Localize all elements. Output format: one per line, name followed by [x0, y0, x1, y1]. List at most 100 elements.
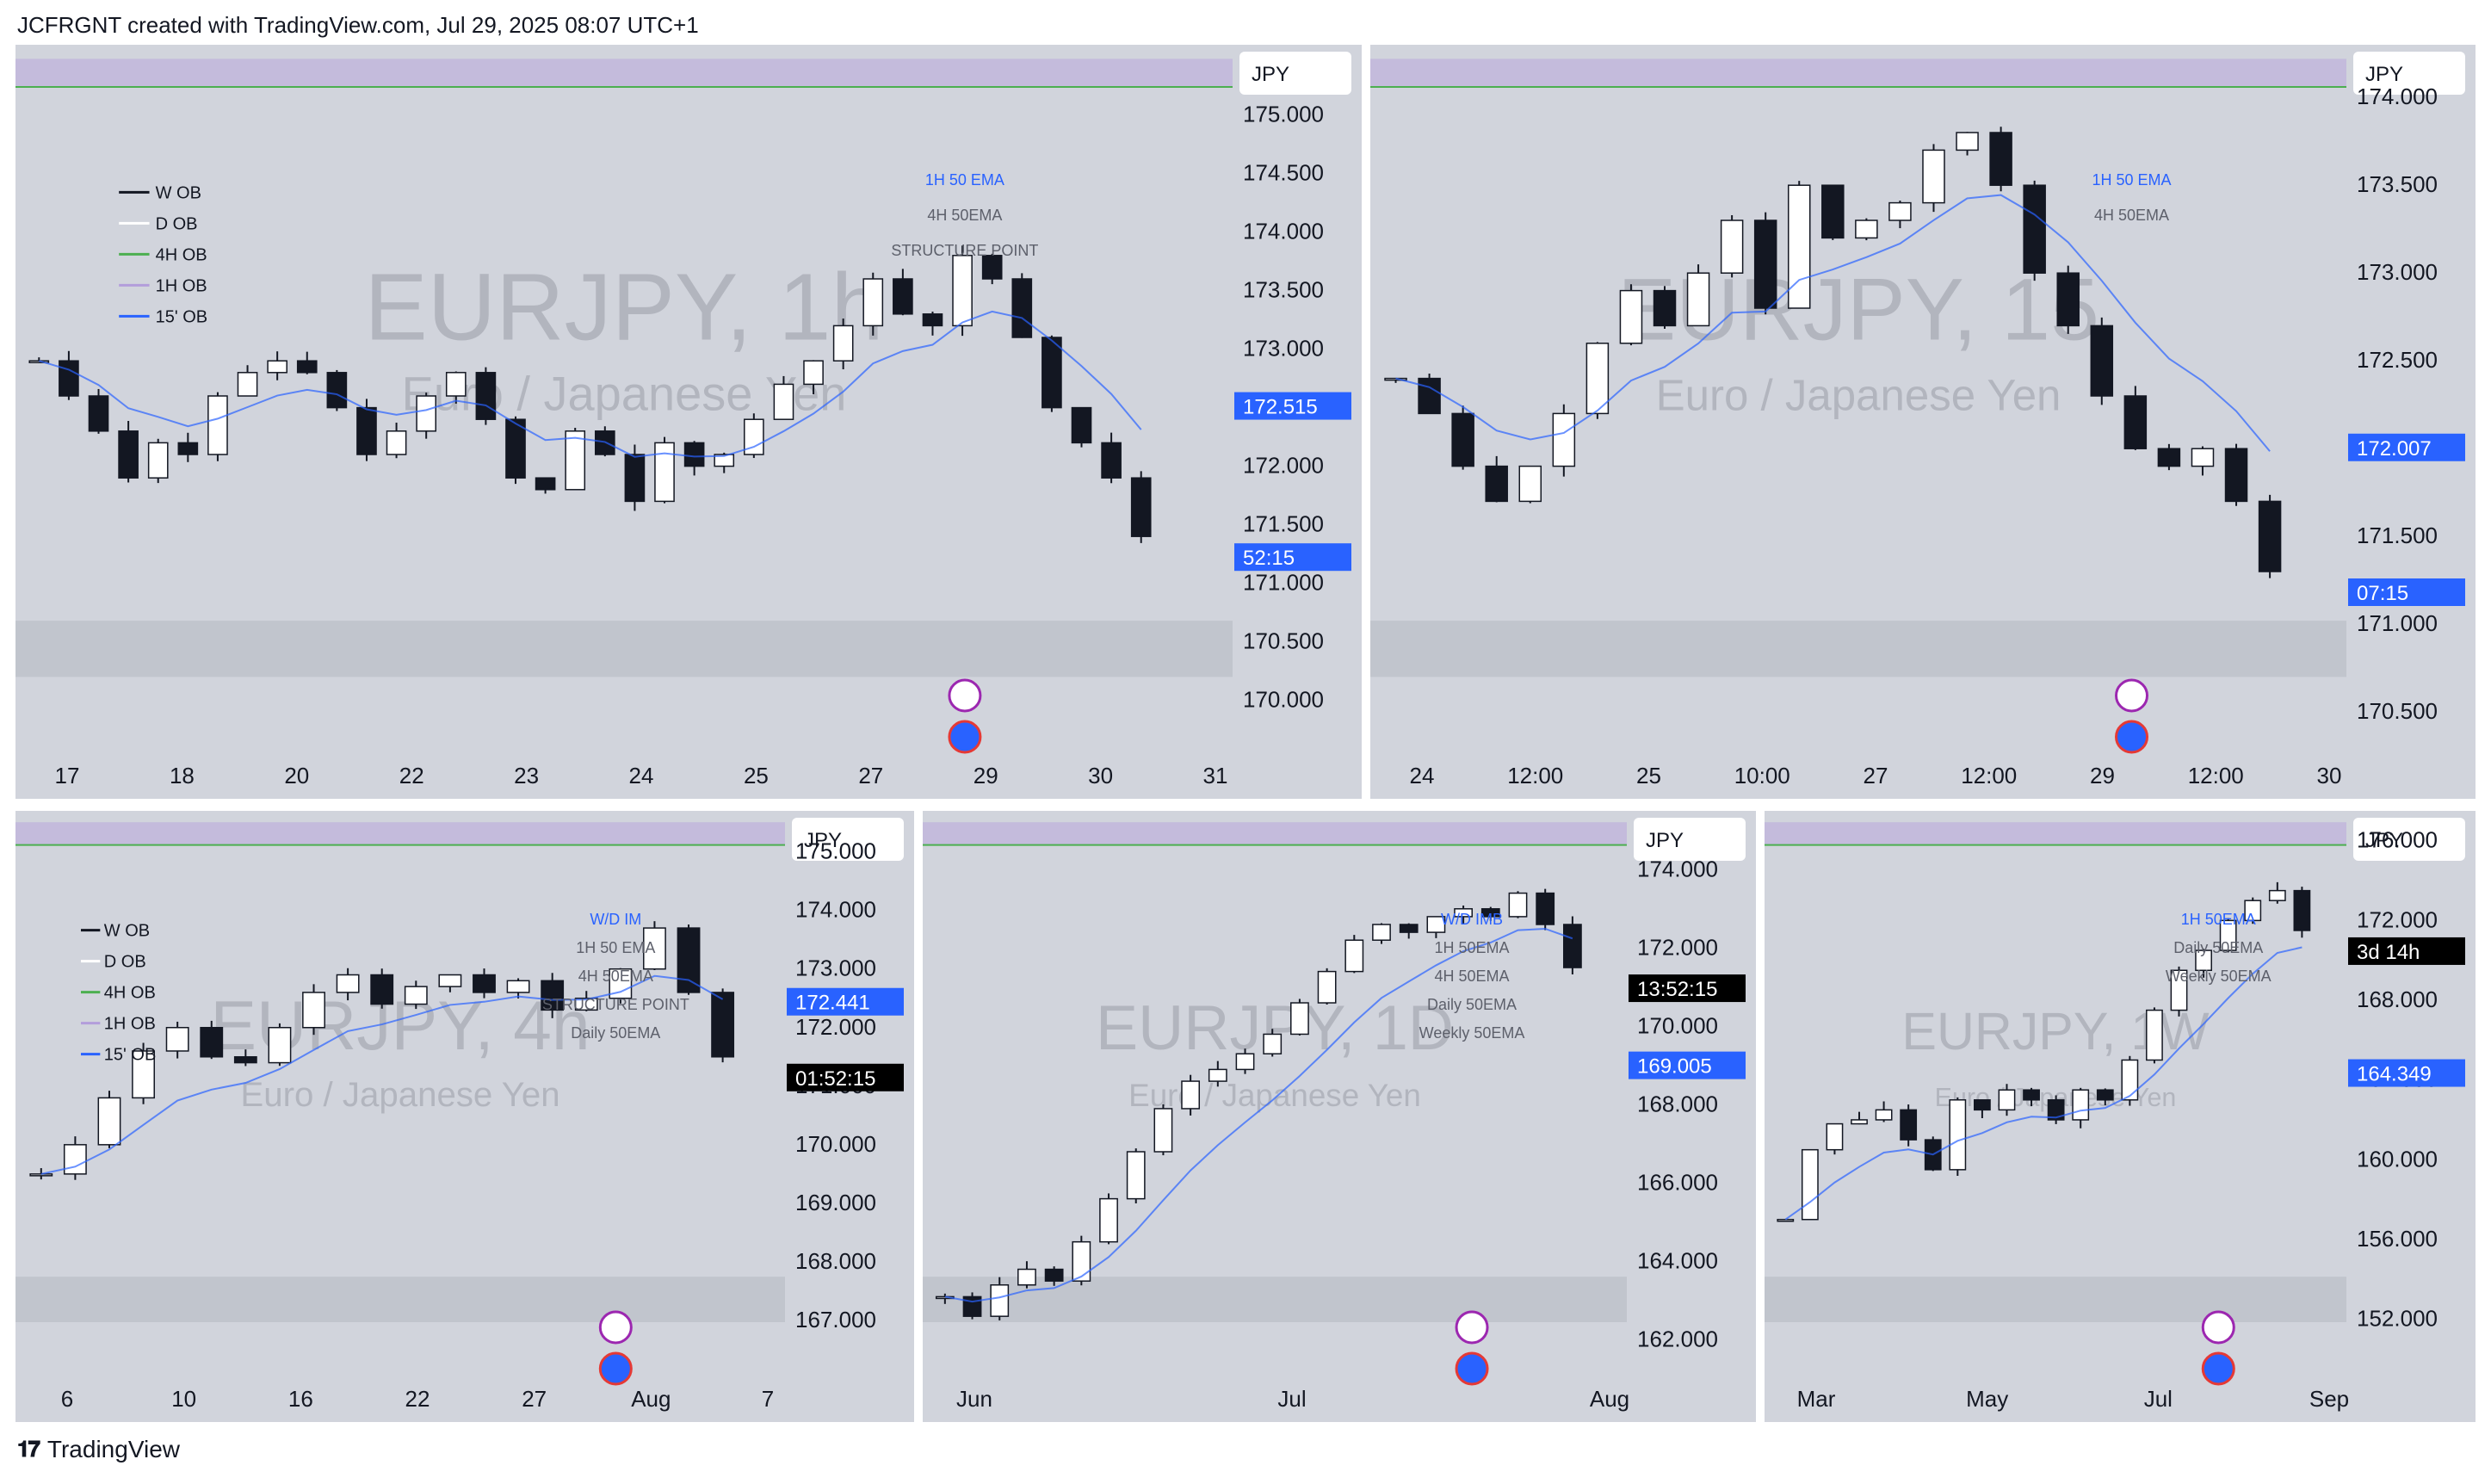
eu-flag-event-icon[interactable] — [598, 1351, 633, 1386]
candle — [1044, 1266, 1064, 1286]
candle-down — [1042, 337, 1062, 409]
lightning-event-icon[interactable] — [1455, 1310, 1489, 1345]
currency-box[interactable] — [2353, 52, 2465, 95]
candle — [2293, 887, 2311, 938]
x-tick-label: 25 — [744, 763, 769, 788]
candle-down — [1130, 477, 1152, 537]
candle-up — [1720, 220, 1744, 274]
candle — [711, 988, 735, 1063]
chart-panel-4h[interactable]: EURJPY, 4h Euro / Japanese Yen W/D IM 1H 50… — [15, 811, 914, 1422]
x-tick-label: Sep — [2309, 1386, 2349, 1412]
eu-flag-event-icon[interactable] — [2201, 1351, 2235, 1386]
candle — [1518, 465, 1542, 504]
candle-down — [1485, 465, 1508, 503]
lightning-event-icon[interactable] — [2201, 1310, 2235, 1345]
candle — [1372, 923, 1391, 944]
countdown-bg — [787, 1063, 904, 1091]
candle — [744, 413, 764, 459]
annotation-label: 4H 50EMA — [1435, 968, 1510, 985]
weekly-ob-zone — [15, 822, 785, 845]
candle — [1552, 404, 1576, 477]
legend-entry: W OB — [156, 183, 201, 202]
candle-up — [1956, 132, 1979, 151]
currency-label: JPY — [2365, 829, 2403, 852]
candle — [1956, 132, 1979, 156]
candle-up — [2219, 919, 2237, 951]
x-tick-label: 22 — [399, 763, 424, 788]
tradingview-logo-icon: 𝟏𝟕 — [17, 1436, 40, 1462]
ema-line — [1395, 194, 2271, 452]
chart-panel-15m[interactable]: EURJPY, 15 Euro / Japanese Yen 1H 50 EMA 4H… — [1370, 45, 2476, 799]
candle — [1317, 968, 1337, 1005]
candle-up — [1777, 1218, 1795, 1222]
currency-box[interactable] — [792, 818, 904, 861]
x-tick-label: 6 — [61, 1386, 73, 1412]
candle-down — [296, 360, 318, 374]
candle — [88, 388, 109, 434]
candle — [386, 422, 407, 459]
candle — [1851, 1111, 1868, 1125]
y-tick-label: 168.000 — [1637, 1091, 1718, 1116]
candle-down — [1753, 220, 1777, 309]
legend-entry: 15' OB — [156, 307, 208, 326]
candle — [1451, 405, 1474, 470]
price-label: 164.349 — [2348, 1059, 2465, 1087]
candle — [97, 1091, 121, 1148]
x-tick-label: 22 — [405, 1386, 430, 1412]
candle — [1753, 212, 1777, 315]
candle-up — [1875, 1109, 1893, 1121]
y-tick-label: 168.000 — [795, 1248, 876, 1274]
candle-up — [714, 454, 735, 467]
candle — [2096, 1088, 2114, 1106]
candle-up — [773, 383, 794, 420]
chart-panel-1h[interactable]: EURJPY, 1h Euro / Japanese Yen 1H 50 EMA 4H… — [15, 45, 1362, 799]
y-tick-label: 173.000 — [795, 955, 876, 981]
eu-flag-event-icon[interactable] — [948, 720, 982, 754]
candle-down — [535, 477, 556, 491]
lightning-event-icon[interactable] — [948, 678, 982, 713]
eu-flag-event-icon[interactable] — [2115, 720, 2149, 754]
candle — [962, 1292, 982, 1320]
lightning-event-icon[interactable] — [598, 1310, 633, 1345]
candle — [1855, 218, 1878, 241]
candle-up — [1153, 1108, 1173, 1153]
candle — [2244, 897, 2262, 924]
candle-down — [1101, 442, 1122, 479]
candle-up — [1851, 1119, 1868, 1125]
page-title: JCFRGNT created with TradingView.com, Ju… — [17, 12, 699, 38]
candle-down — [475, 372, 497, 420]
candle-up — [165, 1027, 189, 1052]
currency-label: JPY — [804, 829, 842, 852]
candle — [233, 1049, 257, 1067]
candle — [1974, 1099, 1991, 1119]
candle — [1418, 374, 1441, 415]
currency-box[interactable] — [1634, 818, 1746, 861]
candle-up — [1998, 1089, 2016, 1111]
x-tick-label: 12:00 — [1507, 763, 1563, 788]
y-tick-label: 171.000 — [2357, 610, 2438, 636]
currency-box[interactable] — [2353, 818, 2465, 861]
y-tick-label: 160.000 — [2357, 1146, 2438, 1172]
candle — [1042, 335, 1062, 412]
weekly-ob-zone — [923, 822, 1627, 845]
chart-panel-1d[interactable]: EURJPY, 1D Euro / Japanese Yen W/D IMB 1H 5… — [923, 811, 1756, 1422]
eu-flag-event-icon[interactable] — [1455, 1351, 1489, 1386]
annotation-label: 4H 50EMA — [2094, 207, 2169, 224]
price-label-text: 169.005 — [1637, 1055, 1712, 1079]
candle-up — [445, 372, 467, 397]
y-tick-label: 173.000 — [2357, 259, 2438, 285]
candle-up — [1263, 1033, 1283, 1054]
currency-box[interactable] — [1239, 52, 1351, 95]
lightning-event-icon[interactable] — [2115, 678, 2149, 713]
annotation-label: 1H 50 EMA — [2092, 171, 2171, 189]
candle-up — [643, 927, 666, 970]
y-tick-label: 173.500 — [1243, 277, 1324, 303]
candle-down — [88, 395, 109, 432]
chart-panel-1w[interactable]: EURJPY, 1W Euro / Japanese Yen 1H 50EMA Dai… — [1765, 811, 2476, 1422]
countdown-bg — [2348, 578, 2465, 606]
candle-up — [506, 980, 530, 993]
candle — [1821, 184, 1845, 240]
